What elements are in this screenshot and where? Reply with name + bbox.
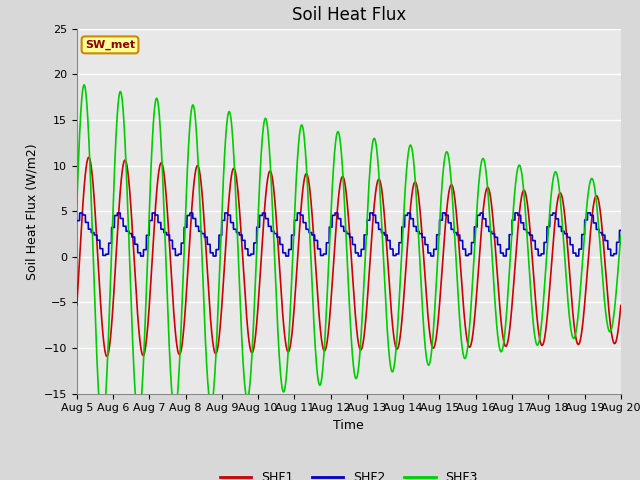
- Text: SW_met: SW_met: [85, 40, 135, 50]
- Legend: SHF1, SHF2, SHF3: SHF1, SHF2, SHF3: [214, 467, 483, 480]
- Title: Soil Heat Flux: Soil Heat Flux: [292, 6, 406, 24]
- Y-axis label: Soil Heat Flux (W/m2): Soil Heat Flux (W/m2): [25, 143, 38, 279]
- X-axis label: Time: Time: [333, 419, 364, 432]
